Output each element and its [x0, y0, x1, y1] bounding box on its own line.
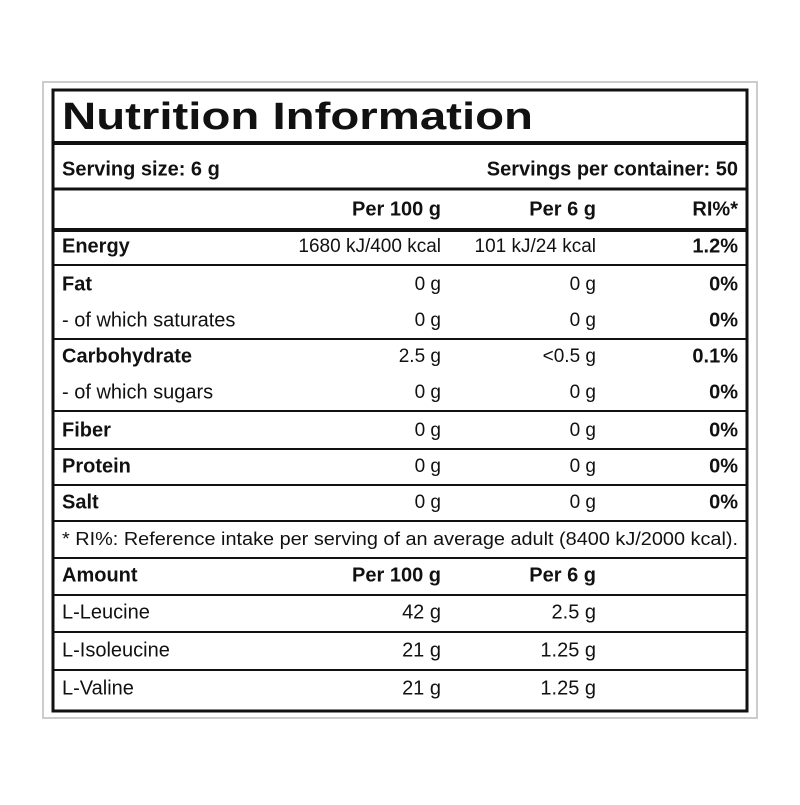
nutrient-value: 0 g: [415, 274, 441, 295]
nutrient-name: Energy: [62, 235, 131, 257]
panel: [51, 88, 749, 713]
column-header: Per 6 g: [529, 198, 596, 220]
nutrient-name: Fat: [62, 273, 92, 295]
nutrient-value: 1680 kJ/400 kcal: [298, 236, 441, 257]
nutrient-name: - of which sugars: [62, 381, 213, 403]
nutrient-value: 0%: [709, 381, 738, 403]
amino-value: 21 g: [402, 639, 441, 661]
nutrient-value: 0 g: [570, 274, 596, 295]
amino-value: 42 g: [402, 601, 441, 623]
serving-size: Serving size: 6 g: [62, 158, 220, 180]
outer-frame: [42, 81, 758, 719]
nutrient-value: 0%: [709, 309, 738, 331]
amino-value: 1.25 g: [540, 639, 596, 661]
nutrient-name: - of which saturates: [62, 309, 235, 331]
nutrient-value: 0 g: [415, 456, 441, 477]
amino-name: L-Isoleucine: [62, 639, 170, 661]
amino-value: 1.25 g: [540, 677, 596, 699]
nutrient-value: 0 g: [570, 310, 596, 331]
nutrient-value: <0.5 g: [543, 346, 596, 367]
nutrient-value: 0%: [709, 491, 738, 513]
nutrient-value: 0 g: [415, 492, 441, 513]
footnote: * RI%: Reference intake per serving of a…: [62, 529, 738, 549]
nutrient-value: 0%: [709, 273, 738, 295]
title: Nutrition Information: [62, 96, 533, 138]
nutrient-value: 0.1%: [692, 345, 738, 367]
nutrient-value: 0 g: [570, 492, 596, 513]
nutrient-name: Salt: [62, 491, 99, 513]
nutrient-value: 0 g: [415, 420, 441, 441]
amino-name: L-Valine: [62, 677, 134, 699]
column-header: Per 100 g: [352, 564, 441, 586]
nutrient-name: Fiber: [62, 419, 111, 441]
amino-name: L-Leucine: [62, 601, 150, 623]
nutrient-value: 2.5 g: [399, 346, 441, 367]
nutrient-value: 0%: [709, 455, 738, 477]
nutrient-value: 0 g: [415, 382, 441, 403]
nutrient-value: 0 g: [415, 310, 441, 331]
nutrient-value: 0 g: [570, 456, 596, 477]
nutrient-value: 0%: [709, 419, 738, 441]
nutrient-value: 101 kJ/24 kcal: [475, 236, 596, 257]
nutrient-name: Protein: [62, 455, 131, 477]
amino-value: 21 g: [402, 677, 441, 699]
nutrient-name: Carbohydrate: [62, 345, 192, 367]
column-header: Per 100 g: [352, 198, 441, 220]
column-header: Amount: [62, 564, 138, 586]
nutrient-value: 0 g: [570, 382, 596, 403]
amino-value: 2.5 g: [552, 601, 596, 623]
column-header: Per 6 g: [529, 564, 596, 586]
nutrient-value: 0 g: [570, 420, 596, 441]
nutrient-value: 1.2%: [692, 235, 738, 257]
servings-per-container: Servings per container: 50: [487, 158, 738, 180]
column-header: RI%*: [692, 198, 738, 220]
